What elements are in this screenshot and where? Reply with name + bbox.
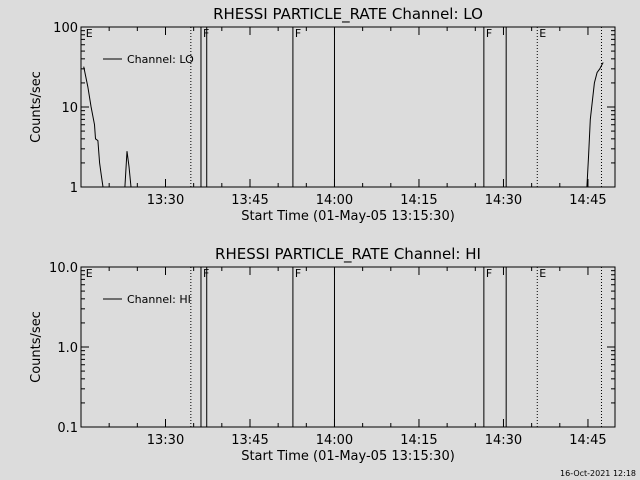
flag-label: E xyxy=(539,27,546,40)
x-tick-label: 14:00 xyxy=(316,193,353,208)
series-line xyxy=(586,62,604,188)
x-tick-label: 14:45 xyxy=(569,433,606,448)
chart-title: RHESSI PARTICLE_RATE Channel: HI xyxy=(215,245,481,264)
y-axis-label: Counts/sec xyxy=(29,71,44,143)
x-tick-label: 14:30 xyxy=(485,433,522,448)
flag-label: F xyxy=(203,267,209,280)
flag-label: E xyxy=(539,267,546,280)
flag-label: F xyxy=(295,267,301,280)
plot-frame xyxy=(80,26,616,188)
flag-label: F xyxy=(295,27,301,40)
y-tick-label: 0.1 xyxy=(57,421,78,436)
flag-label: F xyxy=(486,27,492,40)
x-tick-label: 13:30 xyxy=(147,433,184,448)
panel-lo: RHESSI PARTICLE_RATE Channel: LO 13:30 13:… xyxy=(29,5,616,224)
footer-timestamp: 16-Oct-2021 12:18 xyxy=(560,469,636,478)
y-tick-label: 10.0 xyxy=(49,261,78,276)
flag-label: E xyxy=(86,267,93,280)
x-axis-label: Start Time (01-May-05 13:15:30) xyxy=(241,449,455,464)
plot-frame xyxy=(80,266,616,428)
series-line xyxy=(124,151,132,188)
x-tick-label: 14:00 xyxy=(316,433,353,448)
x-tick-label: 14:30 xyxy=(485,193,522,208)
y-tick-label: 1.0 xyxy=(57,341,78,356)
x-tick-label: 13:45 xyxy=(231,193,268,208)
y-tick-label: 1 xyxy=(70,181,78,196)
legend-label: Channel: LO xyxy=(127,53,194,66)
legend-label: Channel: HI xyxy=(127,293,191,306)
chart-title: RHESSI PARTICLE_RATE Channel: LO xyxy=(213,5,483,24)
series-line xyxy=(83,66,104,188)
x-tick-label: 14:15 xyxy=(400,193,437,208)
x-tick-label: 13:45 xyxy=(231,433,268,448)
flag-label: F xyxy=(203,27,209,40)
flag-label: E xyxy=(86,27,93,40)
x-tick-label: 14:15 xyxy=(400,433,437,448)
flag-label: F xyxy=(486,267,492,280)
x-tick-label: 14:45 xyxy=(569,193,606,208)
y-tick-label: 100 xyxy=(53,21,78,36)
panel-hi: RHESSI PARTICLE_RATE Channel: HI 13:30 13:… xyxy=(29,245,616,464)
y-tick-label: 10 xyxy=(61,101,78,116)
x-axis-label: Start Time (01-May-05 13:15:30) xyxy=(241,209,455,224)
y-axis-label: Counts/sec xyxy=(29,311,44,383)
x-tick-label: 13:30 xyxy=(147,193,184,208)
